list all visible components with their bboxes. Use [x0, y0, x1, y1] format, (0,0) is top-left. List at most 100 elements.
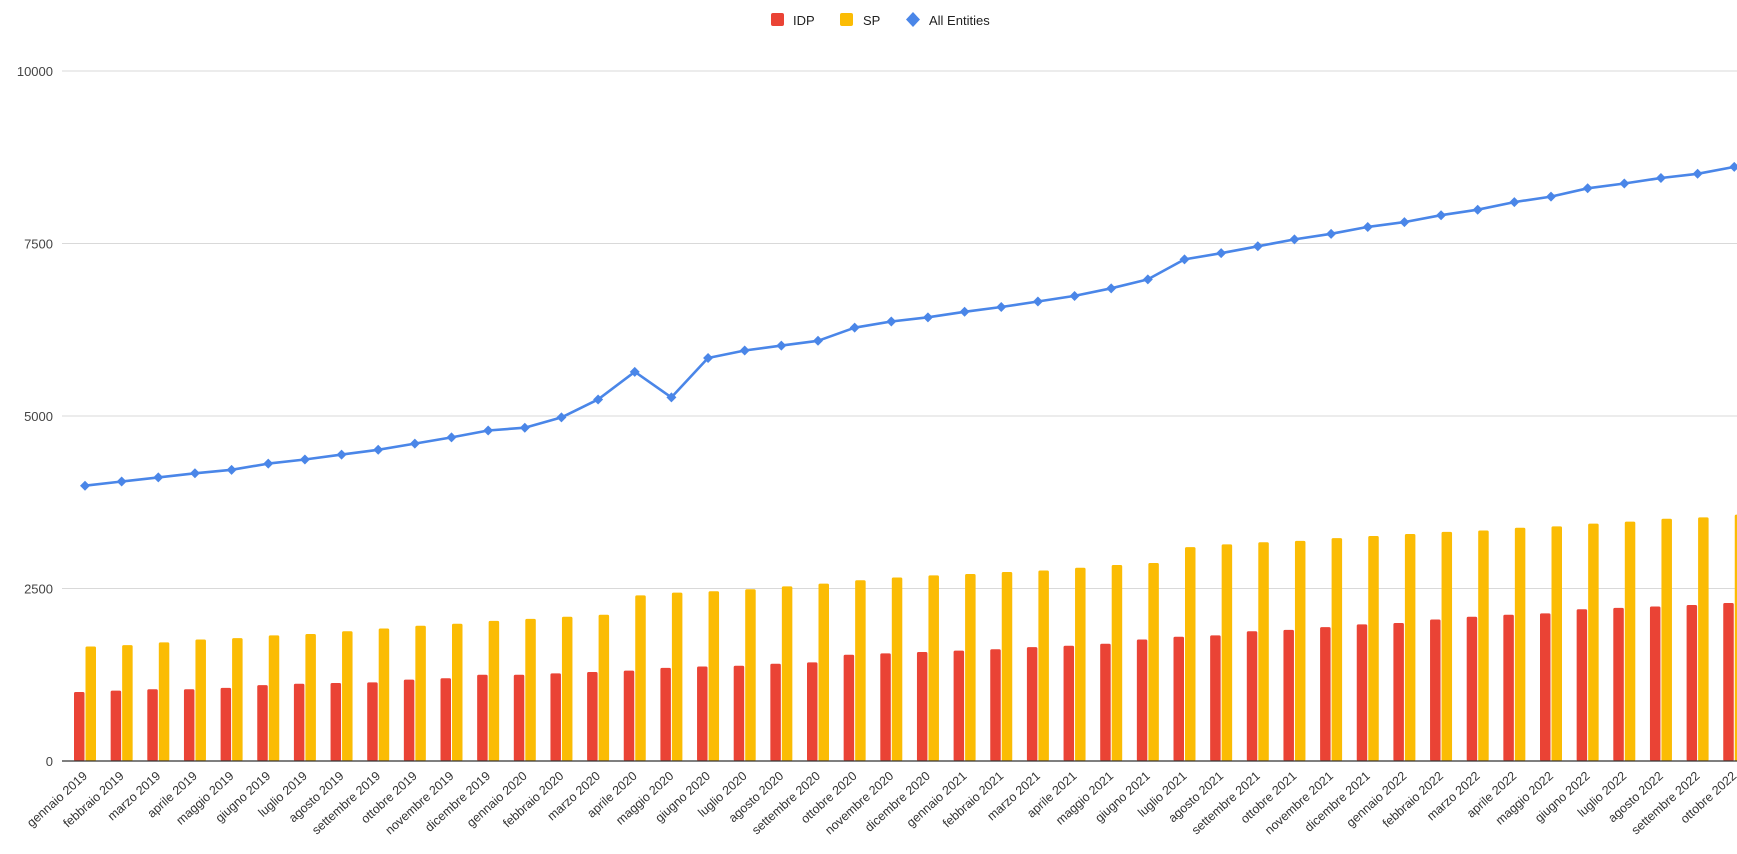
bar-idp — [147, 689, 158, 761]
bar-idp — [1576, 609, 1588, 761]
bar-sp — [1478, 530, 1489, 761]
bar-idp — [1063, 645, 1075, 761]
bar-sp — [122, 645, 133, 761]
bar-idp — [1100, 643, 1111, 761]
gridlines — [62, 70, 1737, 589]
bar-idp — [293, 683, 305, 761]
all-entities-point — [849, 322, 860, 333]
all-entities-point — [1655, 172, 1666, 183]
bar-idp — [1649, 606, 1661, 761]
bar-idp — [1613, 607, 1624, 761]
bar-sp — [1698, 517, 1709, 761]
all-entities-point — [1692, 168, 1703, 179]
all-entities-point — [1142, 274, 1153, 285]
bar-sp — [195, 639, 206, 761]
bar-sp — [305, 634, 316, 761]
bar-idp — [990, 649, 1001, 761]
all-entities-point — [373, 444, 384, 455]
bar-sp — [415, 625, 426, 761]
bar-sp — [1624, 521, 1636, 761]
bar-idp — [183, 689, 195, 761]
bar-idp — [477, 674, 488, 761]
all-entities-point — [1509, 197, 1520, 208]
all-entities-point — [1069, 290, 1080, 301]
bar-idp — [1723, 602, 1734, 761]
all-entities-point — [922, 312, 933, 323]
bar-idp — [1356, 624, 1368, 761]
legend-item-sp[interactable]: SP — [840, 13, 880, 28]
legend-label-all-entities: All Entities — [929, 13, 990, 28]
bar-idp — [1393, 623, 1404, 761]
bar-sp — [1404, 533, 1416, 761]
bar-sp — [1588, 523, 1599, 761]
all-entities-point — [556, 412, 567, 423]
bar-sp — [1441, 531, 1453, 761]
bar-sp — [158, 642, 170, 761]
bar-idp — [1503, 614, 1514, 761]
all-entities-point — [703, 353, 714, 364]
bar-idp — [587, 671, 598, 761]
bar-idp — [880, 653, 891, 761]
bar-idp — [1026, 647, 1038, 761]
all-entities-point — [1546, 191, 1556, 202]
bar-idp — [953, 650, 965, 761]
legend[interactable]: IDP SP All Entities — [771, 12, 990, 28]
bar-sp — [855, 580, 866, 761]
y-tick-label: 5000 — [24, 409, 53, 424]
all-entities-point — [519, 422, 530, 433]
all-entities-points — [80, 161, 1737, 491]
bar-idp — [1136, 639, 1148, 761]
bar-idp — [843, 654, 855, 761]
bar-sp — [1111, 565, 1123, 761]
bar-sp — [1368, 536, 1379, 761]
all-entities-point — [813, 335, 823, 346]
bar-sp — [342, 631, 353, 761]
bar-sp — [708, 591, 720, 761]
all-entities-point — [1399, 217, 1410, 228]
all-entities-point — [739, 345, 750, 356]
all-entities-point — [226, 464, 237, 475]
all-entities-point — [446, 432, 457, 443]
legend-swatch-idp — [771, 13, 784, 26]
all-entities-point — [1216, 248, 1227, 259]
bar-idp — [807, 662, 818, 761]
bar-idp — [257, 685, 268, 761]
bar-idp — [110, 690, 122, 761]
bar-idp — [440, 678, 451, 761]
bar-idp — [1466, 616, 1478, 761]
bar-sp — [1734, 514, 1737, 761]
legend-label-sp: SP — [863, 13, 880, 28]
bar-idp — [220, 687, 232, 761]
bar-idp — [1173, 636, 1184, 761]
bar-idp — [916, 651, 928, 761]
all-entities-point — [336, 449, 347, 460]
bar-idp — [660, 667, 671, 761]
legend-item-idp[interactable]: IDP — [771, 13, 815, 28]
bar-sp — [965, 574, 976, 761]
all-entities-point — [593, 394, 604, 405]
legend-item-all-entities[interactable]: All Entities — [906, 12, 990, 28]
all-entities-line — [84, 165, 1735, 487]
all-entities-point — [1582, 183, 1593, 194]
y-tick-label: 0 — [46, 754, 53, 769]
bar-idp — [513, 674, 525, 761]
all-entities-series-line — [84, 165, 1735, 487]
bar-idp — [1246, 631, 1258, 761]
bar-idp — [403, 679, 415, 761]
bar-idp — [1210, 635, 1221, 761]
bar-idp — [770, 663, 781, 761]
bar-idp — [1283, 629, 1294, 761]
all-entities-point — [1619, 178, 1630, 189]
bar-idp — [74, 692, 85, 761]
bar-sp — [1661, 518, 1672, 761]
all-entities-point — [776, 340, 787, 351]
bar-sp — [561, 616, 573, 761]
bar-sp — [525, 618, 536, 761]
bar-idp — [1686, 605, 1698, 761]
bar-idp — [367, 682, 378, 761]
bar-sp — [781, 586, 793, 761]
bar-idp — [550, 673, 561, 761]
bar-sp — [1148, 562, 1159, 761]
